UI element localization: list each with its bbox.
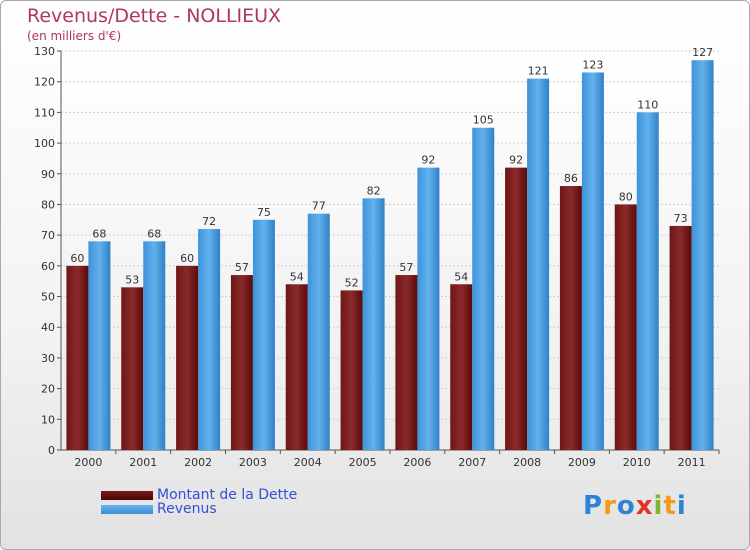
- data-label-revenus: 123: [582, 58, 603, 71]
- legend-label-revenus: Revenus: [157, 501, 217, 517]
- data-label-dette: 54: [454, 270, 468, 283]
- y-tick-label: 50: [41, 291, 55, 304]
- bar-revenus: [581, 72, 604, 450]
- x-tick-label: 2010: [623, 456, 651, 469]
- bar-revenus: [198, 229, 221, 450]
- y-tick-label: 80: [41, 198, 55, 211]
- y-tick-label: 90: [41, 168, 55, 181]
- data-label-revenus: 68: [92, 227, 106, 240]
- data-label-revenus: 77: [312, 200, 326, 213]
- data-label-revenus: 105: [473, 114, 494, 127]
- bar-revenus: [88, 241, 111, 450]
- data-label-dette: 86: [564, 172, 578, 185]
- x-tick-label: 2002: [184, 456, 212, 469]
- x-tick-label: 2001: [129, 456, 157, 469]
- y-tick-label: 110: [34, 106, 55, 119]
- y-tick-label: 30: [41, 352, 55, 365]
- bar-revenus: [143, 241, 166, 450]
- chart-subtitle: (en milliers d'€): [27, 29, 122, 43]
- data-label-revenus: 68: [147, 227, 161, 240]
- data-label-dette: 57: [235, 261, 249, 274]
- data-label-dette: 73: [674, 212, 688, 225]
- chart-title: Revenus/Dette - NOLLIEUX: [27, 5, 282, 27]
- y-tick-label: 100: [34, 137, 55, 150]
- x-tick-label: 2006: [403, 456, 431, 469]
- data-label-dette: 54: [290, 270, 304, 283]
- bar-dette: [559, 186, 582, 451]
- bar-revenus: [527, 78, 550, 450]
- y-tick-label: 0: [48, 444, 55, 457]
- data-label-dette: 92: [509, 154, 523, 167]
- legend-item-dette: Montant de la Dette: [101, 487, 297, 503]
- bar-dette: [176, 265, 199, 450]
- bar-dette: [395, 275, 418, 450]
- bar-revenus: [636, 112, 659, 450]
- x-tick-label: 2005: [349, 456, 377, 469]
- bar-dette: [285, 284, 308, 450]
- data-label-revenus: 92: [421, 154, 435, 167]
- x-tick-label: 2011: [678, 456, 706, 469]
- y-tick-label: 10: [41, 413, 55, 426]
- data-label-revenus: 82: [367, 184, 381, 197]
- plot-area: [61, 51, 719, 450]
- data-label-dette: 57: [399, 261, 413, 274]
- y-tick-label: 40: [41, 321, 55, 334]
- x-tick-label: 2004: [294, 456, 322, 469]
- bar-dette: [121, 287, 144, 450]
- bar-revenus: [252, 219, 275, 450]
- data-label-dette: 52: [345, 276, 359, 289]
- data-label-revenus: 121: [528, 65, 549, 78]
- data-label-revenus: 127: [692, 46, 713, 59]
- x-tick-label: 2003: [239, 456, 267, 469]
- bar-dette: [614, 204, 637, 450]
- y-tick-label: 20: [41, 383, 55, 396]
- bar-dette: [505, 167, 528, 450]
- data-label-revenus: 75: [257, 206, 271, 219]
- bar-dette: [450, 284, 473, 450]
- bar-dette: [669, 225, 692, 450]
- data-label-revenus: 72: [202, 215, 216, 228]
- proxiti-logo: Proxiti: [583, 491, 687, 521]
- x-tick-label: 2007: [458, 456, 486, 469]
- bar-revenus: [472, 127, 495, 450]
- y-tick-label: 120: [34, 76, 55, 89]
- bar-revenus: [362, 198, 385, 450]
- bar-dette: [340, 290, 363, 450]
- x-tick-label: 2009: [568, 456, 596, 469]
- bar-revenus: [307, 213, 330, 450]
- bar-revenus: [691, 60, 714, 450]
- y-tick-label: 60: [41, 260, 55, 273]
- legend-swatch-dette: [101, 490, 153, 500]
- data-label-dette: 53: [125, 273, 139, 286]
- bar-dette: [66, 265, 89, 450]
- y-tick-label: 70: [41, 229, 55, 242]
- legend-label-dette: Montant de la Dette: [157, 487, 298, 503]
- bar-dette: [230, 275, 253, 450]
- legend-swatch-revenus: [101, 504, 153, 514]
- y-tick-label: 130: [34, 45, 55, 58]
- bar-revenus: [417, 167, 440, 450]
- legend-item-revenus: Revenus: [101, 501, 217, 517]
- x-tick-label: 2000: [74, 456, 102, 469]
- data-label-dette: 80: [619, 190, 633, 203]
- data-label-revenus: 110: [637, 98, 658, 111]
- data-label-dette: 60: [70, 252, 84, 265]
- data-label-dette: 60: [180, 252, 194, 265]
- x-tick-label: 2008: [513, 456, 541, 469]
